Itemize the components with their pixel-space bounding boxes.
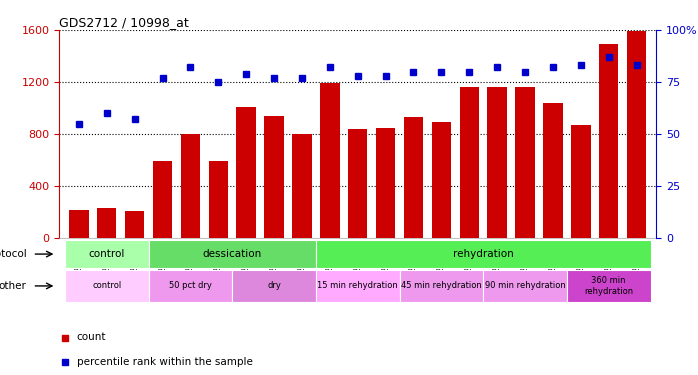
Bar	[97, 208, 117, 238]
Bar	[487, 87, 507, 238]
Bar	[399, 270, 483, 302]
Text: dessication: dessication	[202, 249, 262, 259]
Text: 360 min
rehydration: 360 min rehydration	[584, 276, 633, 296]
Bar	[376, 128, 395, 238]
Bar	[316, 240, 651, 268]
Bar	[627, 31, 646, 238]
Text: 50 pct dry: 50 pct dry	[169, 281, 211, 290]
Bar	[181, 134, 200, 238]
Text: 45 min rehydration: 45 min rehydration	[401, 281, 482, 290]
Bar	[567, 270, 651, 302]
Bar	[65, 270, 149, 302]
Text: protocol: protocol	[0, 249, 27, 259]
Bar	[515, 87, 535, 238]
Bar	[69, 210, 89, 238]
Text: control: control	[89, 249, 125, 259]
Bar	[265, 116, 284, 238]
Text: count: count	[77, 333, 106, 342]
Bar	[571, 125, 591, 238]
Bar	[599, 44, 618, 238]
Bar	[459, 87, 479, 238]
Text: 15 min rehydration: 15 min rehydration	[318, 281, 398, 290]
Text: 90 min rehydration: 90 min rehydration	[484, 281, 565, 290]
Text: percentile rank within the sample: percentile rank within the sample	[77, 357, 253, 367]
Bar	[483, 270, 567, 302]
Bar	[348, 129, 367, 238]
Bar	[316, 270, 399, 302]
Bar	[209, 161, 228, 238]
Bar	[232, 270, 316, 302]
Text: rehydration: rehydration	[453, 249, 514, 259]
Bar	[237, 107, 256, 238]
Bar	[125, 211, 144, 238]
Bar	[403, 117, 423, 238]
Bar	[431, 122, 451, 238]
Bar	[320, 83, 340, 238]
Bar	[292, 134, 312, 238]
Text: other: other	[0, 281, 27, 291]
Bar	[153, 161, 172, 238]
Text: dry: dry	[267, 281, 281, 290]
Bar	[65, 240, 149, 268]
Bar	[543, 103, 563, 238]
Text: GDS2712 / 10998_at: GDS2712 / 10998_at	[59, 16, 189, 29]
Bar	[149, 240, 316, 268]
Bar	[149, 270, 232, 302]
Text: control: control	[92, 281, 121, 290]
